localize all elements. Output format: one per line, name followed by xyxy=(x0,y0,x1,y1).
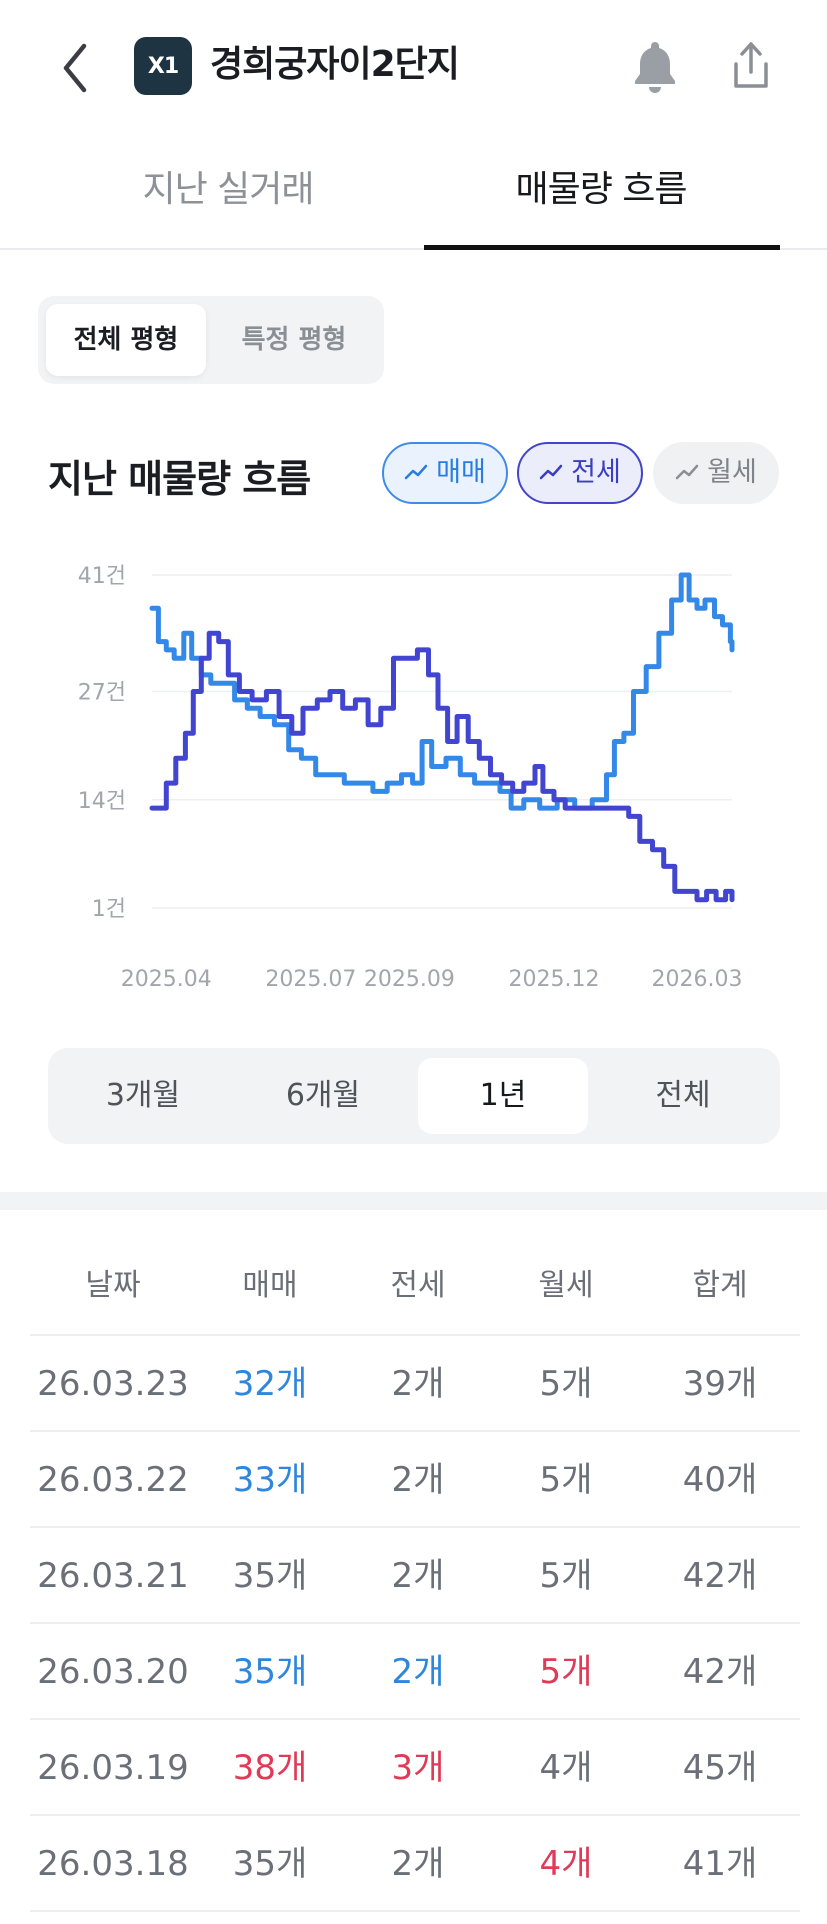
header-monthly: 월세 xyxy=(538,1268,594,1303)
table-row: 26.03.23 32개 2개 5개 39개 xyxy=(30,1336,800,1432)
row-monthly-count: 5개 xyxy=(539,1460,593,1500)
row-total-count: 45개 xyxy=(682,1748,758,1788)
header-date: 날짜 xyxy=(85,1268,141,1303)
period-6m[interactable]: 6개월 xyxy=(285,1078,361,1113)
row-date: 26.03.18 xyxy=(37,1844,189,1884)
table-row: 26.03.20 35개 2개 5개 42개 xyxy=(30,1624,800,1720)
row-sale-count: 35개 xyxy=(232,1844,308,1884)
page-title: 경희궁자이2단지 xyxy=(210,44,460,85)
row-jeonse-count: 2개 xyxy=(391,1652,445,1692)
chip-label: 전세 xyxy=(571,457,621,488)
header-sale: 매매 xyxy=(242,1268,298,1303)
toggle-sale-chip[interactable]: 매매 xyxy=(382,442,508,504)
table-row: 26.03.19 38개 3개 4개 45개 xyxy=(30,1720,800,1816)
table-header: 날짜 매매 전세 월세 합계 xyxy=(30,1240,800,1336)
x-tick-label: 2025.12 xyxy=(509,967,600,992)
series-line-jeonse xyxy=(149,630,735,903)
row-monthly-count: 5개 xyxy=(539,1364,593,1404)
row-total-count: 41개 xyxy=(682,1844,758,1884)
period-3m[interactable]: 3개월 xyxy=(105,1078,181,1113)
section-divider xyxy=(0,1192,827,1210)
x-tick-label: 2026.03 xyxy=(652,967,743,992)
row-sale-count: 35개 xyxy=(232,1652,308,1692)
row-monthly-count: 5개 xyxy=(539,1652,593,1692)
trend-line-icon xyxy=(539,464,563,479)
table-row: 26.03.21 35개 2개 5개 42개 xyxy=(30,1528,800,1624)
row-date: 26.03.22 xyxy=(37,1460,189,1500)
trend-line-icon xyxy=(404,464,428,479)
app-header: X1 경희궁자이2단지 xyxy=(0,0,827,135)
chip-label: 매매 xyxy=(436,457,486,488)
y-tick-label: 27건 xyxy=(78,681,126,706)
period-1y[interactable]: 1년 xyxy=(418,1058,588,1134)
row-jeonse-count: 2개 xyxy=(391,1364,445,1404)
row-sale-count: 33개 xyxy=(232,1460,308,1500)
table-body: 26.03.23 32개 2개 5개 39개 26.03.22 33개 2개 5개 40개 26.0… xyxy=(30,1336,800,1912)
chevron-left-icon xyxy=(63,43,87,93)
chip-label: 월세 xyxy=(707,457,757,488)
line-chart: 41건 27건 14건 1건 2025.04 2025.07 2025.09 2025.12 2… xyxy=(78,564,743,992)
chart-title: 지난 매물량 흐름 xyxy=(48,457,311,501)
row-jeonse-count: 2개 xyxy=(391,1844,445,1884)
pyeong-filter: 전체 평형 특정 평형 xyxy=(38,296,384,384)
period-all[interactable]: 전체 xyxy=(655,1078,711,1113)
tab-past-trades[interactable]: 지난 실거래 xyxy=(142,169,314,210)
active-tab-indicator xyxy=(424,245,780,250)
row-total-count: 40개 xyxy=(682,1460,758,1500)
x-tick-label: 2025.04 xyxy=(121,967,212,992)
filter-specific-pyeong[interactable]: 특정 평형 xyxy=(241,325,347,355)
row-total-count: 42개 xyxy=(682,1556,758,1596)
y-tick-label: 41건 xyxy=(78,564,126,589)
x-tick-label: 2025.09 xyxy=(364,967,455,992)
row-total-count: 39개 xyxy=(682,1364,758,1404)
share-button[interactable] xyxy=(724,38,778,96)
header-total: 합계 xyxy=(692,1268,748,1303)
tab-bar: 지난 실거래 매물량 흐름 xyxy=(0,150,827,250)
row-sale-count: 38개 xyxy=(232,1748,308,1788)
row-date: 26.03.21 xyxy=(37,1556,189,1596)
period-selector: 3개월 6개월 1년 전체 xyxy=(48,1048,780,1144)
back-button[interactable] xyxy=(56,40,96,96)
filter-all-pyeong[interactable]: 전체 평형 xyxy=(46,304,206,376)
listing-table: 날짜 매매 전세 월세 합계 26.03.23 32개 2개 5개 39개 26.03.2… xyxy=(30,1240,800,1912)
row-jeonse-count: 2개 xyxy=(391,1460,445,1500)
toggle-monthly-chip[interactable]: 월세 xyxy=(653,442,779,504)
row-monthly-count: 4개 xyxy=(539,1748,593,1788)
y-tick-label: 14건 xyxy=(78,789,126,814)
table-row: 26.03.18 35개 2개 4개 41개 xyxy=(30,1816,800,1912)
row-sale-count: 32개 xyxy=(232,1364,308,1404)
row-monthly-count: 5개 xyxy=(539,1556,593,1596)
trend-line-icon xyxy=(675,464,699,479)
table-row: 26.03.22 33개 2개 5개 40개 xyxy=(30,1432,800,1528)
row-total-count: 42개 xyxy=(682,1652,758,1692)
row-jeonse-count: 2개 xyxy=(391,1556,445,1596)
row-sale-count: 35개 xyxy=(232,1556,308,1596)
series-line-sale xyxy=(149,572,735,811)
row-date: 26.03.20 xyxy=(37,1652,189,1692)
y-tick-label: 1건 xyxy=(92,897,126,922)
row-date: 26.03.23 xyxy=(37,1364,189,1404)
share-icon xyxy=(734,42,768,88)
notification-button[interactable] xyxy=(630,38,680,96)
x-tick-label: 2025.07 xyxy=(265,967,356,992)
toggle-jeonse-chip[interactable]: 전세 xyxy=(517,442,643,504)
bell-icon xyxy=(635,42,675,93)
header-jeonse: 전세 xyxy=(390,1268,446,1303)
row-date: 26.03.19 xyxy=(37,1748,189,1788)
row-jeonse-count: 3개 xyxy=(391,1748,445,1788)
listing-flow-chart: 41건 27건 14건 1건 2025.04 2025.07 2025.09 2025.12 2… xyxy=(0,540,827,1000)
complex-logo: X1 xyxy=(134,37,192,95)
row-monthly-count: 4개 xyxy=(539,1844,593,1884)
tab-listing-flow[interactable]: 매물량 흐름 xyxy=(515,169,687,210)
